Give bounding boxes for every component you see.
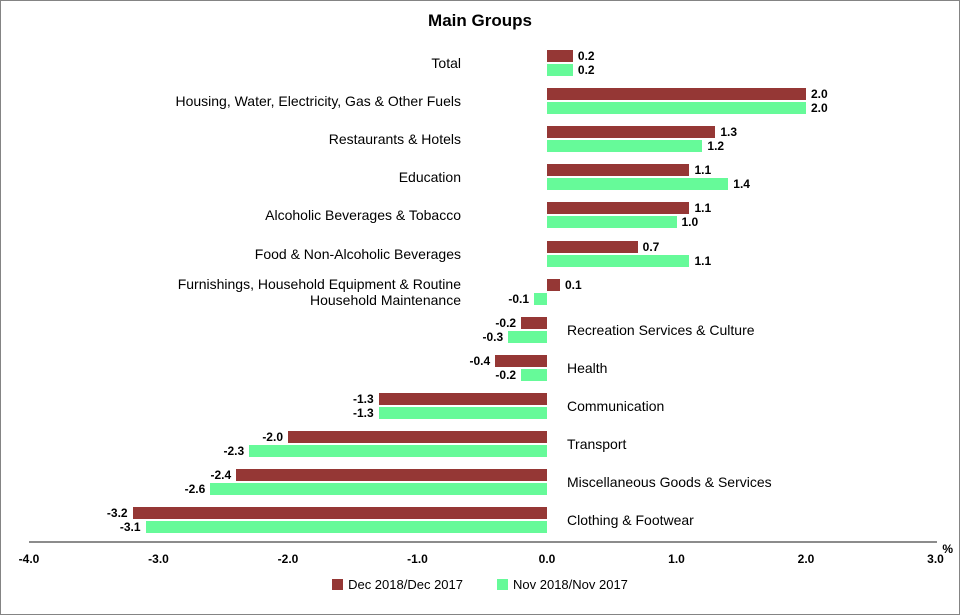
value-label: -2.4 xyxy=(210,468,232,483)
value-label: 0.7 xyxy=(642,239,660,254)
category-label-clothing-footwear: Clothing & Footwear xyxy=(567,512,694,529)
x-tick--2.0: -2.0 xyxy=(277,552,299,566)
category-label-restaurants-hotels: Restaurants & Hotels xyxy=(328,131,461,148)
bar-dec-2018-dec-2017-clothing-footwear xyxy=(132,507,547,520)
category-label-food-non-alcoholic-beverages: Food & Non-Alcoholic Beverages xyxy=(254,245,461,262)
bar-dec-2018-dec-2017-miscellaneous-goods-services xyxy=(236,469,547,482)
bar-nov-2018-nov-2017-total xyxy=(547,64,573,76)
value-label: -0.4 xyxy=(469,353,491,368)
bar-dec-2018-dec-2017-recreation-services-culture xyxy=(521,316,547,329)
bar-nov-2018-nov-2017-miscellaneous-goods-services xyxy=(210,483,547,496)
category-label-miscellaneous-goods-services: Miscellaneous Goods & Services xyxy=(567,474,772,491)
value-label: 0.2 xyxy=(577,63,595,77)
category-label-education: Education xyxy=(398,169,461,186)
bar-dec-2018-dec-2017-total xyxy=(547,50,573,62)
x-tick-0.0: 0.0 xyxy=(538,552,556,566)
bar-nov-2018-nov-2017-health xyxy=(521,368,547,381)
legend-swatch-nov-2018-nov-2017 xyxy=(497,579,508,590)
x-axis-line xyxy=(29,541,937,543)
bar-dec-2018-dec-2017-transport xyxy=(288,431,547,443)
x-tick--3.0: -3.0 xyxy=(148,552,169,566)
value-label: -0.2 xyxy=(495,367,517,382)
chart-title: Main Groups xyxy=(428,11,532,30)
value-label: -3.1 xyxy=(119,520,141,535)
category-label-recreation-services-culture: Recreation Services & Culture xyxy=(567,321,755,338)
x-tick-3.0: 3.0 xyxy=(927,552,944,566)
bar-nov-2018-nov-2017-education xyxy=(547,178,729,191)
category-label-furnishings-household-equipment-routine: Furnishings, Household Equipment & Routi… xyxy=(177,275,461,308)
bar-nov-2018-nov-2017-communication xyxy=(378,406,547,419)
bar-dec-2018-dec-2017-health xyxy=(495,354,547,367)
x-tick-2.0: 2.0 xyxy=(797,552,815,566)
value-label: -2.0 xyxy=(262,430,283,444)
category-label-housing-water-electricity-gas-other-fuels: Housing, Water, Electricity, Gas & Other… xyxy=(175,93,461,110)
value-label: 1.0 xyxy=(681,215,699,230)
legend-label: Dec 2018/Dec 2017 xyxy=(348,577,463,592)
bar-nov-2018-nov-2017-transport xyxy=(249,445,547,457)
value-label: -2.3 xyxy=(223,444,245,458)
bar-nov-2018-nov-2017-restaurants-hotels xyxy=(547,140,703,153)
value-label: -1.3 xyxy=(352,405,374,420)
value-label: 0.1 xyxy=(564,277,582,292)
x-axis-unit-label: % xyxy=(942,542,953,556)
category-label-total: Total xyxy=(431,55,461,71)
legend-label: Nov 2018/Nov 2017 xyxy=(513,577,628,592)
value-label: 1.2 xyxy=(707,139,725,154)
value-label: 0.2 xyxy=(577,49,595,63)
value-label: -2.6 xyxy=(184,482,206,497)
legend-item-nov-2018-nov-2017: Nov 2018/Nov 2017 xyxy=(497,577,628,592)
legend: Dec 2018/Dec 2017 Nov 2018/Nov 2017 xyxy=(1,577,959,592)
x-tick--4.0: -4.0 xyxy=(18,552,40,566)
bar-nov-2018-nov-2017-housing-water-electricity-gas-other-fuels xyxy=(547,102,806,115)
legend-swatch-dec-2018-dec-2017 xyxy=(332,579,344,590)
bar-dec-2018-dec-2017-restaurants-hotels xyxy=(547,126,716,139)
bar-dec-2018-dec-2017-education xyxy=(547,164,690,177)
value-label: -1.3 xyxy=(352,391,374,406)
value-label: 1.1 xyxy=(694,253,712,268)
x-tick--1.0: -1.0 xyxy=(407,552,428,566)
category-label-communication: Communication xyxy=(567,397,665,414)
value-label: -0.3 xyxy=(482,329,504,344)
value-label: -0.1 xyxy=(508,291,530,306)
bar-nov-2018-nov-2017-recreation-services-culture xyxy=(508,330,547,343)
bar-dec-2018-dec-2017-communication xyxy=(378,392,547,405)
value-label: -0.2 xyxy=(495,315,517,330)
value-label: 1.1 xyxy=(694,163,712,178)
category-label-alcoholic-beverages-tobacco: Alcoholic Beverages & Tobacco xyxy=(265,207,461,224)
x-tick-1.0: 1.0 xyxy=(668,552,685,566)
bar-dec-2018-dec-2017-food-non-alcoholic-beverages xyxy=(547,240,638,253)
value-label: 2.0 xyxy=(811,101,828,116)
category-label-health: Health xyxy=(567,359,608,376)
bar-dec-2018-dec-2017-alcoholic-beverages-tobacco xyxy=(547,202,690,215)
legend-item-dec-2018-dec-2017: Dec 2018/Dec 2017 xyxy=(332,577,463,592)
bar-nov-2018-nov-2017-alcoholic-beverages-tobacco xyxy=(547,216,677,229)
category-label-transport: Transport xyxy=(567,436,627,452)
value-label: 2.0 xyxy=(811,87,828,102)
value-label: 1.4 xyxy=(733,177,750,192)
value-label: 1.3 xyxy=(720,125,738,140)
bar-nov-2018-nov-2017-furnishings-household-equipment-routine xyxy=(534,292,547,305)
bar-dec-2018-dec-2017-furnishings-household-equipment-routine xyxy=(547,278,560,291)
value-label: 1.1 xyxy=(694,201,712,216)
value-label: -3.2 xyxy=(106,506,128,521)
bar-nov-2018-nov-2017-clothing-footwear xyxy=(145,521,547,534)
bar-nov-2018-nov-2017-food-non-alcoholic-beverages xyxy=(547,254,690,267)
bar-dec-2018-dec-2017-housing-water-electricity-gas-other-fuels xyxy=(547,88,806,101)
